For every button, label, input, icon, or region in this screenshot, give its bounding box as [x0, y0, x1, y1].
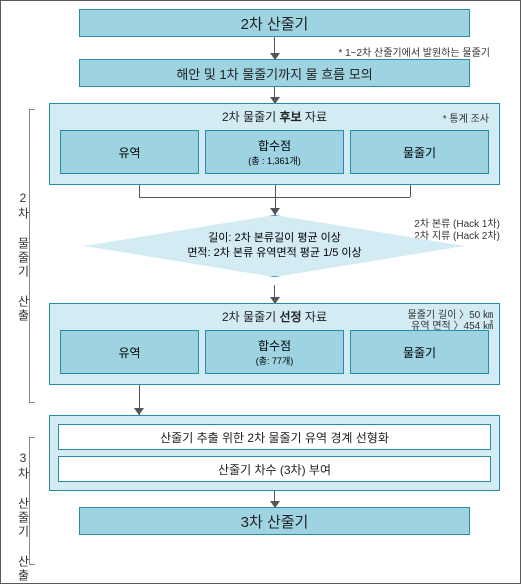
chip-cand-basin: 유역	[60, 130, 199, 174]
arrow-3	[39, 285, 510, 303]
note-sel-2: 유역 면적 〉454 ㎢	[411, 317, 493, 332]
candidate-chips-row: 유역 합수점 (총 : 1,361개) 물줄기	[60, 130, 489, 174]
diamond-l1: 길이: 2차 본류길이 평균 이상	[208, 231, 341, 246]
box-step2: 해안 및 1차 물줄기까지 물 흐름 모의	[79, 59, 470, 87]
chip-sel-stream: 물줄기	[350, 330, 489, 374]
group-sec3: 산줄기 추출 위한 2차 물줄기 유역 경계 선형화 산줄기 차수 (3차) 부…	[49, 415, 500, 491]
box-top-text: 2차 산줄기	[241, 13, 309, 34]
box-final: 3차 산줄기	[79, 507, 470, 535]
diamond-l2: 면적: 2차 본류 유역면적 평균 1/5 이상	[187, 246, 361, 261]
merge-3to1	[49, 185, 500, 215]
arrow-2	[39, 87, 510, 103]
side-label-sec3: 3차 산줄기 산출	[15, 451, 32, 583]
group-candidate-title: 2차 물줄기 후보 자료	[50, 108, 499, 125]
box-top: 2차 산줄기	[79, 9, 470, 37]
chip-sel-basin: 유역	[60, 330, 199, 374]
side-label-sec2: 2차 물줄기 산출	[15, 191, 32, 323]
box-final-text: 3차 산줄기	[241, 511, 309, 532]
arrow-4	[39, 491, 510, 507]
arrow-1	[39, 37, 510, 59]
box-step2-text: 해안 및 1차 물줄기까지 물 흐름 모의	[176, 64, 372, 83]
chip-cand-confluence: 합수점 (총 : 1,361개)	[205, 130, 344, 174]
diamond-wrap: 길이: 2차 본류길이 평균 이상 면적: 2차 본류 유역면적 평균 1/5 …	[39, 215, 510, 285]
group-candidate: 2차 물줄기 후보 자료 * 통계 조사 유역 합수점 (총 : 1,361개)…	[49, 103, 500, 185]
chip-sel-confluence: 합수점 (총: 77개)	[205, 330, 344, 374]
line-basin-down	[49, 385, 500, 415]
box-sec3-1: 산줄기 추출 위한 2차 물줄기 유역 경계 선형화	[58, 424, 491, 450]
chip-cand-stream: 물줄기	[350, 130, 489, 174]
note-cand: * 통계 조사	[443, 110, 489, 125]
decision-diamond: 길이: 2차 본류길이 평균 이상 면적: 2차 본류 유역면적 평균 1/5 …	[85, 215, 465, 277]
box-sec3-2: 산줄기 차수 (3차) 부여	[58, 456, 491, 482]
group-selected: 2차 물줄기 선정 자료 물줄기 길이 〉50 ㎞ 유역 면적 〉454 ㎢ 유…	[49, 303, 500, 385]
selected-chips-row: 유역 합수점 (총: 77개) 물줄기	[60, 330, 489, 374]
